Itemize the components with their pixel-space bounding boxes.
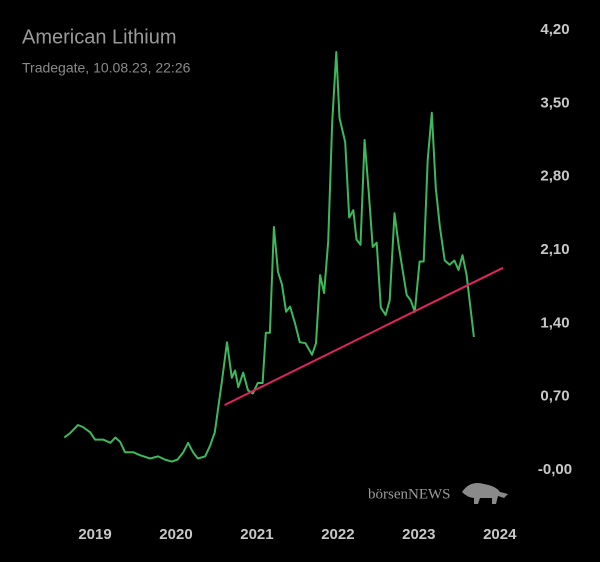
y-tick-label: 3,50 bbox=[540, 94, 569, 111]
x-tick-label: 2024 bbox=[483, 526, 517, 543]
y-tick-label: 2,10 bbox=[540, 241, 569, 258]
x-tick-label: 2019 bbox=[78, 526, 111, 543]
y-tick-label: -0,00 bbox=[538, 461, 572, 478]
watermark-bull bbox=[462, 483, 508, 504]
y-tick-label: 0,70 bbox=[540, 388, 569, 405]
watermark: börsenNEWS bbox=[368, 486, 451, 502]
x-tick-label: 2021 bbox=[240, 526, 273, 543]
trend-line bbox=[224, 266, 504, 406]
y-tick-label: 2,80 bbox=[540, 168, 569, 185]
y-tick-label: 4,20 bbox=[540, 21, 569, 38]
price-line bbox=[63, 51, 475, 463]
x-tick-label: 2022 bbox=[321, 526, 354, 543]
chart-subtitle: Tradegate, 10.08.23, 22:26 bbox=[22, 60, 191, 76]
y-tick-label: 1,40 bbox=[540, 314, 569, 331]
chart-title: American Lithium bbox=[22, 26, 177, 48]
x-tick-label: 2023 bbox=[402, 526, 435, 543]
x-tick-label: 2020 bbox=[159, 526, 192, 543]
